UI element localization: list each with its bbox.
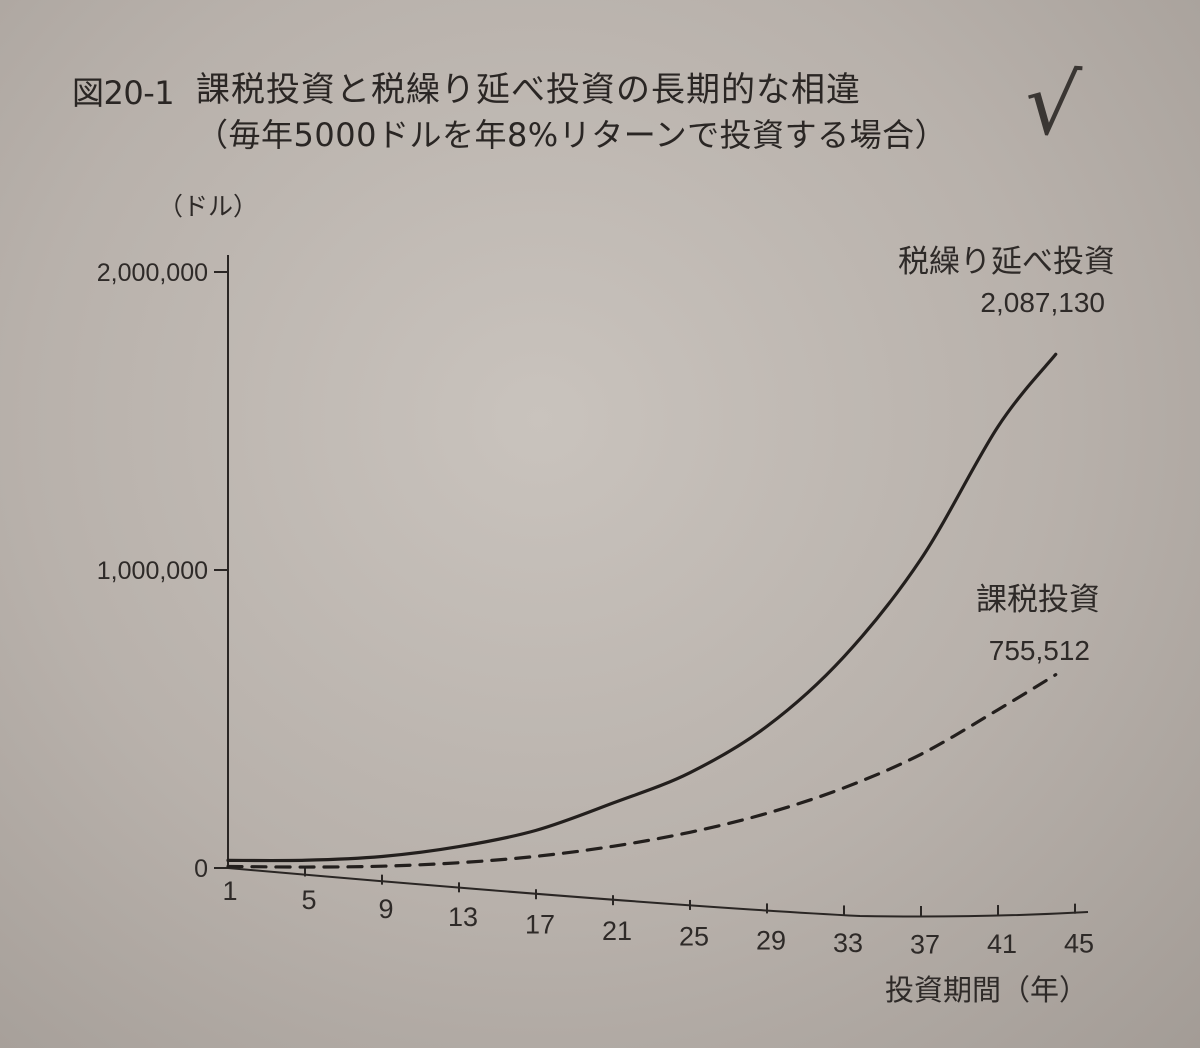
x-tick-label: 29 (756, 926, 786, 956)
y-tick-label: 1,000,000 (97, 557, 208, 585)
series-line-taxable (226, 673, 1058, 869)
series-name-label: 税繰り延べ投資 (898, 244, 1115, 279)
x-tick-label: 41 (987, 929, 1017, 959)
x-tick-label: 9 (378, 894, 393, 924)
x-tick-label: 25 (679, 922, 709, 952)
series-final-value-label: 755,512 (989, 635, 1090, 666)
x-axis-line (227, 867, 1089, 918)
series-line-tax-deferred (226, 352, 1058, 863)
chart-title: 課税投資と税繰り延べ投資の長期的な相違 (196, 70, 861, 110)
chart-subtitle: （毎年5000ドルを年8%リターンで投資する場合） (196, 116, 948, 154)
x-tick-label: 13 (448, 902, 478, 932)
x-tick-label: 37 (910, 929, 940, 959)
x-axis-label: 投資期間（年） (885, 974, 1088, 1007)
x-tick-label: 21 (602, 916, 632, 946)
series-labels: 税繰り延べ投資 2,087,130 課税投資 755,512 (898, 244, 1115, 666)
x-tick-label: 1 (222, 876, 237, 906)
series-layer (226, 352, 1058, 869)
y-axis-label: （ドル） (158, 193, 258, 221)
x-tick-label: 45 (1064, 928, 1094, 958)
x-tick-label: 5 (301, 885, 316, 915)
figure-number: 図20-1 (72, 74, 175, 112)
series-final-value-label: 2,087,130 (980, 287, 1105, 318)
chart-axes: 0 1,000,000 2,000,000 1 5 9 13 17 21 25 29 33 37 41 45… (97, 193, 1094, 1007)
x-tick-label: 33 (833, 928, 863, 958)
y-tick-label: 0 (194, 855, 208, 883)
y-tick-label: 2,000,000 (97, 259, 208, 287)
series-name-label: 課税投資 (976, 582, 1100, 617)
x-tick-label: 17 (525, 910, 555, 940)
